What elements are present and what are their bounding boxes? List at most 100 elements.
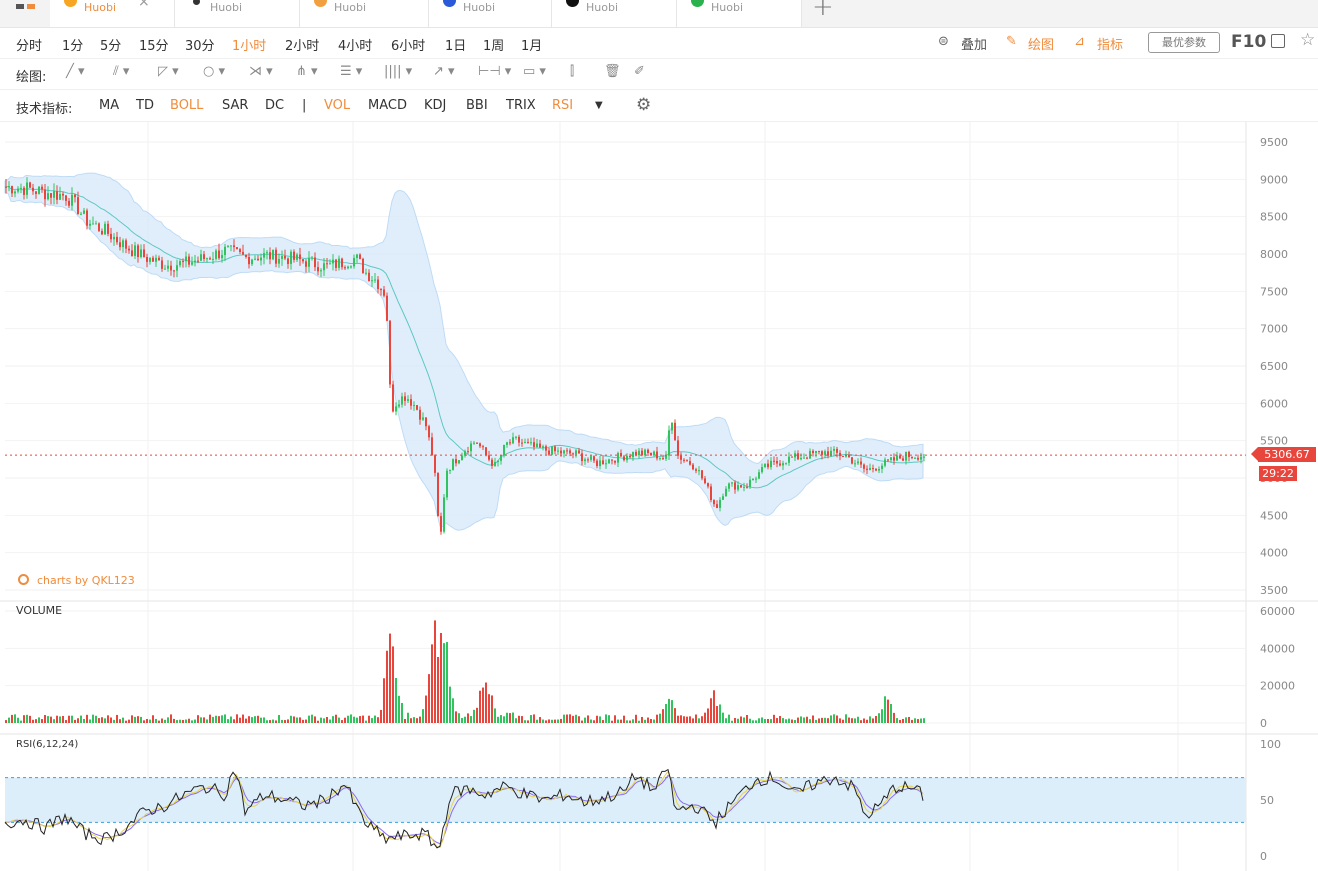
volume-bar xyxy=(446,642,448,723)
pattern-tool-icon[interactable]: ⋊ ▾ xyxy=(249,64,273,79)
candle xyxy=(503,444,505,456)
tab-market-4[interactable]: Huobi xyxy=(429,0,552,27)
tab-market-5[interactable]: Huobi xyxy=(552,0,677,27)
pen-tool-icon[interactable]: ✐ xyxy=(634,64,645,79)
volume-bar xyxy=(50,716,52,723)
candle xyxy=(512,437,514,444)
candle xyxy=(281,256,283,259)
candle xyxy=(293,251,295,260)
candle xyxy=(230,245,232,247)
period-item[interactable]: 1日 xyxy=(445,39,467,54)
candle xyxy=(68,200,70,206)
volume-bar xyxy=(635,714,637,723)
candle xyxy=(506,442,508,445)
volume-bar xyxy=(260,717,262,723)
f10-button[interactable]: F10 xyxy=(1231,32,1267,52)
candle xyxy=(488,455,490,460)
fork-tool-icon[interactable]: ⋔ ▾ xyxy=(296,64,318,79)
circle-tool-icon[interactable]: ○ ▾ xyxy=(203,64,226,79)
indicator-kdj[interactable]: KDJ xyxy=(424,98,447,113)
period-item[interactable]: 分时 xyxy=(16,39,43,54)
more-indicators-icon[interactable]: ▼ xyxy=(595,100,603,111)
line-tool-icon[interactable]: ╱ ▾ xyxy=(66,64,85,79)
price-tick-label: 7500 xyxy=(1260,285,1288,298)
best-params-button[interactable]: 最优参数 xyxy=(1148,32,1220,53)
period-item[interactable]: 1分 xyxy=(62,39,84,54)
volume-bar xyxy=(836,715,838,723)
volume-bar xyxy=(623,715,625,723)
candle xyxy=(122,240,124,248)
candle xyxy=(368,272,370,282)
fibonacci-tool-icon[interactable]: ☰ ▾ xyxy=(340,64,363,79)
indicator-bbi[interactable]: BBI xyxy=(466,98,488,113)
indicator-ma[interactable]: MA xyxy=(99,98,120,113)
candle xyxy=(905,451,907,461)
period-item[interactable]: 5分 xyxy=(100,39,122,54)
volume-bar xyxy=(365,720,367,723)
volume-bar xyxy=(338,717,340,723)
candle xyxy=(752,479,754,481)
candle xyxy=(56,191,58,200)
period-item[interactable]: 6小时 xyxy=(391,39,426,54)
period-item[interactable]: 30分 xyxy=(185,39,215,54)
volume-bar xyxy=(824,717,826,723)
candle xyxy=(452,459,454,470)
tab-market-2[interactable]: Huobi xyxy=(175,0,300,27)
period-item[interactable]: 15分 xyxy=(139,39,169,54)
add-tab-icon[interactable]: + xyxy=(812,0,834,22)
candle xyxy=(98,223,100,231)
close-tab-icon[interactable]: × xyxy=(138,0,150,10)
candle xyxy=(323,263,325,271)
indicator-trix[interactable]: TRIX xyxy=(506,98,536,113)
volume-bar xyxy=(362,715,364,723)
period-item[interactable]: 2小时 xyxy=(285,39,320,54)
triangle-tool-icon[interactable]: ◸ ▾ xyxy=(158,64,179,79)
kline-chart[interactable]: 9500 9000 8500 8000 7500 7000 6500 6000 5500 50 0 0… xyxy=(0,122,1318,871)
overlay-button[interactable]: 叠加 xyxy=(961,38,988,53)
volume-bar xyxy=(113,719,115,723)
indicator-dc[interactable]: DC xyxy=(265,98,285,113)
candle xyxy=(614,460,616,463)
candle xyxy=(803,457,805,459)
period-item[interactable]: 1月 xyxy=(521,39,543,54)
measure-tool-icon[interactable]: ⊢⊣ ▾ xyxy=(478,64,512,79)
candle xyxy=(446,470,448,498)
candle xyxy=(788,456,790,463)
indicator-rsi[interactable]: RSI xyxy=(552,98,574,113)
parallel-tool-icon[interactable]: |||| ▾ xyxy=(384,64,413,79)
volume-bar xyxy=(272,719,274,723)
trash-icon[interactable]: 🗑 xyxy=(604,64,621,79)
candle xyxy=(275,249,277,264)
tab-market-1[interactable]: Huobi × xyxy=(50,0,175,27)
period-item[interactable]: 1周 xyxy=(483,39,505,54)
candle xyxy=(398,404,400,407)
indicator-td[interactable]: TD xyxy=(136,98,154,113)
note-tool-icon[interactable]: ▭ ▾ xyxy=(523,64,546,79)
draw-pen-icon[interactable]: ✎ xyxy=(1006,34,1017,49)
candle xyxy=(347,266,349,269)
apps-grid-icon[interactable] xyxy=(16,0,36,12)
draw-button[interactable]: 绘图 xyxy=(1028,38,1055,53)
period-item-active[interactable]: 1小时 xyxy=(232,39,267,54)
indicator-sar[interactable]: SAR xyxy=(222,98,249,113)
indicator-button[interactable]: 指标 xyxy=(1097,38,1124,53)
candle xyxy=(356,254,358,258)
gear-icon[interactable]: ⚙ xyxy=(636,95,652,115)
indicator-chart-icon[interactable]: ⊿ xyxy=(1074,34,1085,49)
indicator-macd[interactable]: MACD xyxy=(368,98,407,113)
candle xyxy=(875,468,877,471)
indicator-boll[interactable]: BOLL xyxy=(170,98,204,113)
arrow-tool-icon[interactable]: ↗ ▾ xyxy=(433,64,455,79)
overlay-icon[interactable]: ⊜ xyxy=(938,34,949,49)
star-icon[interactable]: ☆ xyxy=(1300,30,1316,50)
fullscreen-icon[interactable] xyxy=(1271,34,1285,48)
period-item[interactable]: 4小时 xyxy=(338,39,373,54)
indicator-vol[interactable]: VOL xyxy=(324,98,351,113)
price-tick-label: 7000 xyxy=(1260,323,1288,336)
ray-tool-icon[interactable]: ⫽ ▾ xyxy=(113,64,130,79)
candle xyxy=(854,463,856,465)
candle-tool-icon[interactable]: ⫿ xyxy=(570,64,575,79)
candle xyxy=(761,466,763,473)
tab-market-3[interactable]: Huobi xyxy=(300,0,429,27)
tab-market-6[interactable]: Huobi xyxy=(677,0,802,27)
